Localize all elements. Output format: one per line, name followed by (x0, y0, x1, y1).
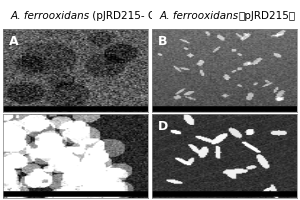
Text: A. ferrooxidans: A. ferrooxidans (159, 11, 238, 21)
Text: （pJRD215）: （pJRD215） (238, 11, 296, 21)
Text: D: D (158, 120, 168, 133)
Text: (pJRD215- QS): (pJRD215- QS) (89, 11, 167, 21)
Text: B: B (158, 35, 167, 48)
Text: A: A (9, 35, 18, 48)
Text: A. ferrooxidans: A. ferrooxidans (10, 11, 89, 21)
Text: C: C (9, 120, 18, 133)
